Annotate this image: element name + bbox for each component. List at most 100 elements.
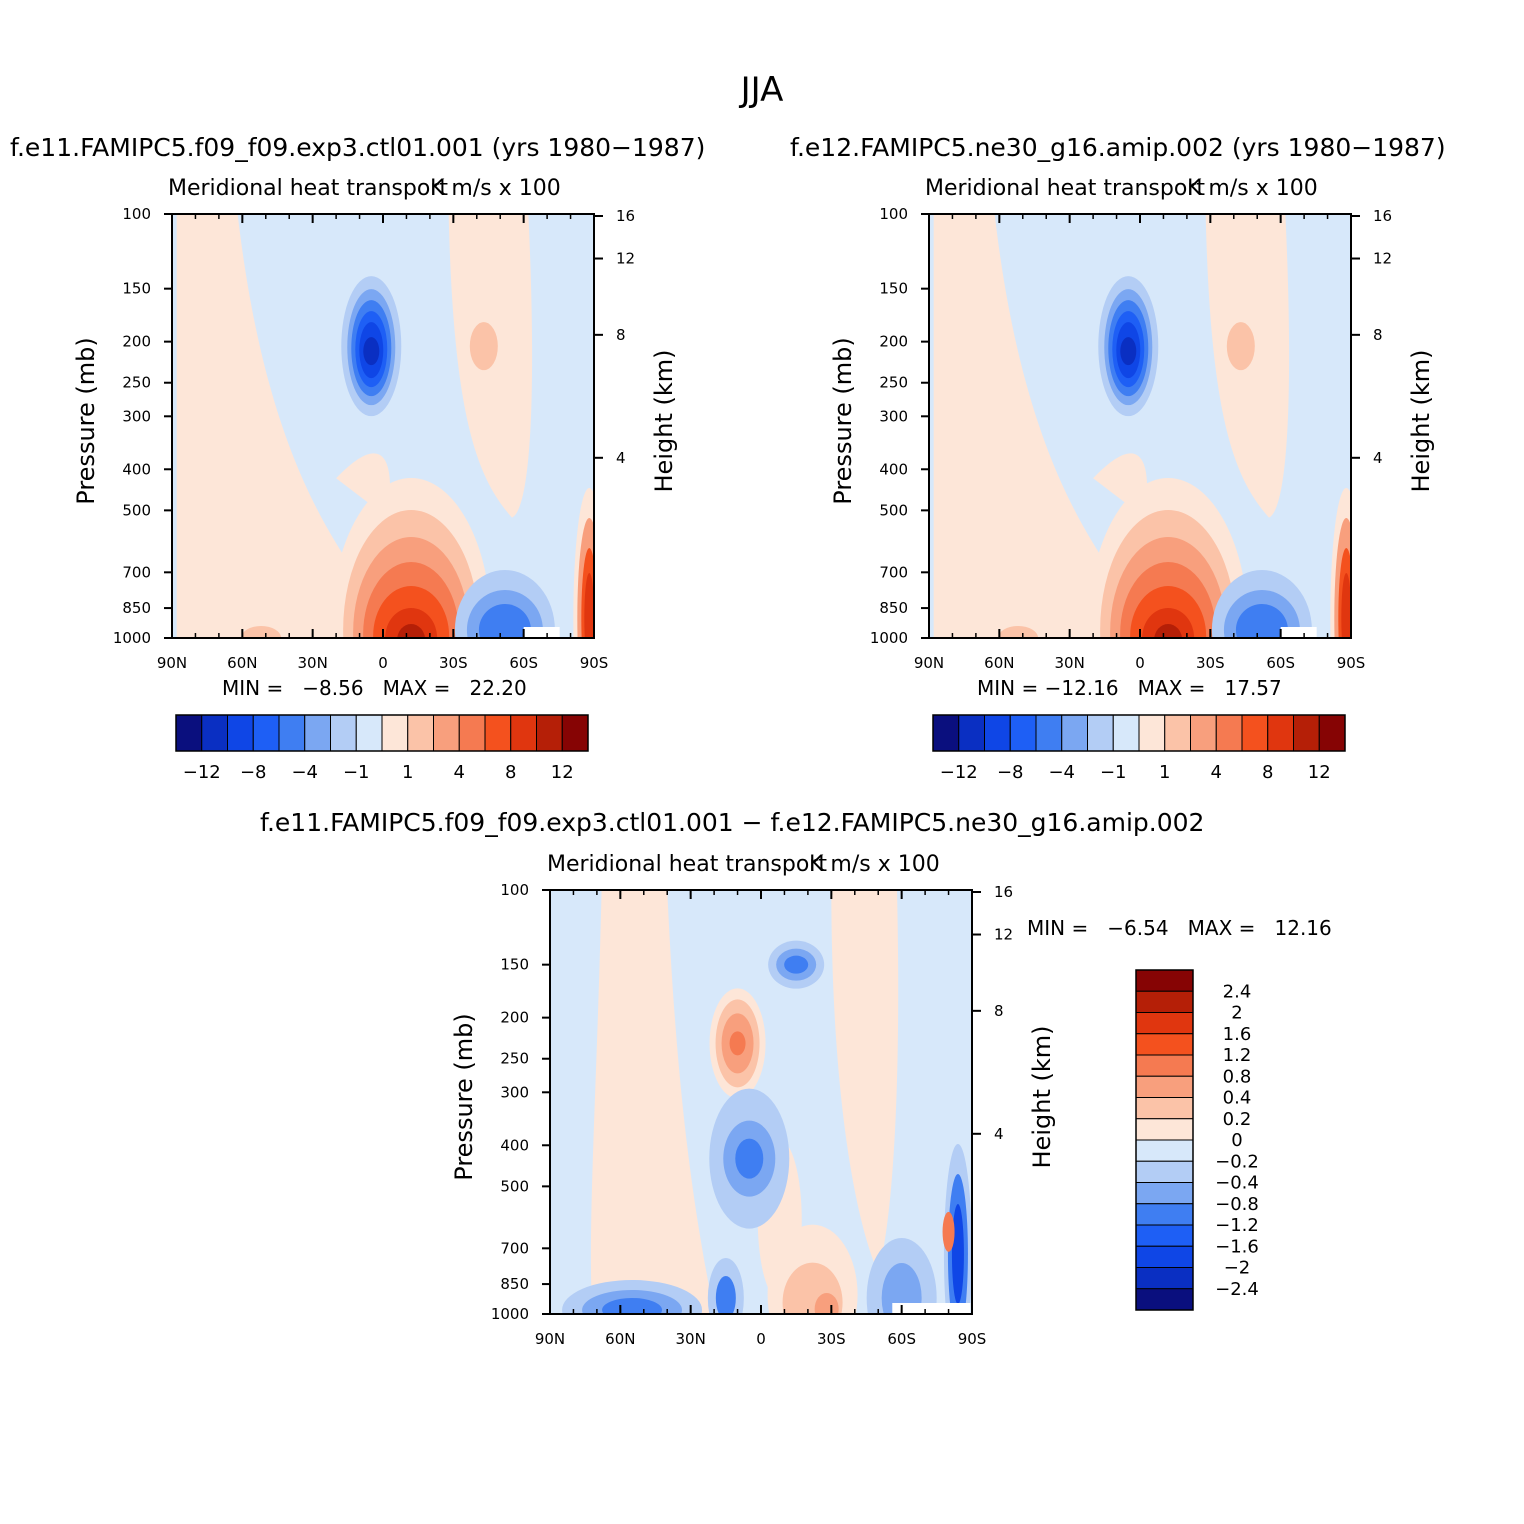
colorbar-diff-swatch (1135, 1267, 1194, 1290)
y-tick-label: 200 (879, 333, 908, 351)
y-tick-label: 700 (500, 1239, 529, 1257)
colorbar-swatch (510, 714, 537, 752)
y-tick-label: 1000 (870, 629, 908, 647)
x-tick-label: 60S (887, 1330, 916, 1348)
y2-tick-label: 12 (616, 250, 635, 268)
colorbar-diff-swatch (1135, 1012, 1194, 1035)
colorbar-frame (932, 714, 1346, 752)
y-tick-label: 1000 (491, 1305, 529, 1323)
colorbar-swatch (433, 714, 460, 752)
colorbar-label: −12 (183, 762, 221, 783)
field-region-polar (1341, 573, 1351, 638)
colorbar-diff-swatch (1135, 1118, 1194, 1141)
y2-tick-label: 12 (1373, 250, 1392, 268)
colorbar-diff-swatch (1135, 1139, 1194, 1162)
field-region-sh-neg (1235, 604, 1288, 638)
field-region-jet (1120, 337, 1137, 366)
y-tick-label: 400 (879, 460, 908, 478)
colorbar-swatch (1138, 714, 1166, 752)
x-tick-label: 60N (984, 654, 1014, 672)
y2-tick-label: 8 (1373, 326, 1383, 344)
y-tick-label: 100 (879, 205, 908, 223)
field-region-pos-sh (831, 890, 899, 1273)
colorbar-diff-frame (1135, 969, 1194, 1311)
colorbar-swatch (1190, 714, 1217, 752)
y-axis-label: Pressure (mb) (829, 337, 857, 504)
y-tick-label: 200 (500, 1009, 529, 1027)
colorbar-label: −8 (997, 762, 1024, 783)
panel-right-minmax: MIN = −12.16 MAX = 17.57 (977, 676, 1282, 700)
colorbar-diff-label: −0.2 (1215, 1151, 1259, 1172)
field-region-polar (584, 573, 594, 638)
colorbar-diff-label: −1.2 (1215, 1215, 1259, 1236)
colorbar-diff-label: 1.2 (1223, 1045, 1252, 1066)
colorbar-diff-label: 2 (1231, 1003, 1242, 1024)
field-region-jet (363, 337, 380, 366)
y-axis-label: Pressure (mb) (72, 337, 100, 504)
y-tick-label: 150 (122, 280, 151, 298)
field-region-neg-lower-nh (602, 1298, 663, 1314)
panel-diff-title: f.e11.FAMIPC5.f09_f09.exp3.ctl01.001 − f… (260, 808, 1205, 837)
colorbar-swatch (1241, 714, 1269, 752)
field-region-pos-nh (933, 214, 1140, 638)
colorbar-swatch (407, 714, 434, 752)
colorbar-diff-swatch (1135, 990, 1194, 1013)
field-region-pos-sh-core (469, 322, 498, 371)
y-tick-label: 500 (879, 501, 908, 519)
colorbar-diff-swatch (1135, 1203, 1194, 1226)
y2-axis-label: Height (km) (650, 350, 678, 493)
field-missing-data (892, 1303, 971, 1314)
y-axis-label: Pressure (mb) (450, 1013, 478, 1180)
y-tick-label: 250 (879, 374, 908, 392)
field-region-sh-neg (478, 604, 531, 638)
colorbar-swatch (458, 714, 486, 752)
colorbar-diff-label: 0.2 (1223, 1109, 1252, 1130)
colorbar-diff-label: 0 (1231, 1130, 1242, 1151)
field-region-plume (1142, 608, 1195, 638)
x-tick-label: 60S (1266, 654, 1295, 672)
field-region-pos-nh (590, 890, 715, 1314)
field-region-neg-lower-eq (715, 1276, 736, 1314)
x-tick-label: 0 (1135, 654, 1145, 672)
colorbar-swatch (355, 714, 383, 752)
colorbar-swatch (304, 714, 331, 752)
colorbar-label: 1 (402, 762, 413, 783)
colorbar-swatch (932, 714, 960, 752)
y2-tick-label: 16 (1373, 207, 1392, 225)
colorbar-diff-swatch (1135, 1182, 1194, 1205)
y-tick-label: 500 (122, 501, 151, 519)
panel-diff-units: K m/s x 100 (809, 852, 940, 877)
field-region-polar-pos (942, 1211, 955, 1252)
colorbar-swatch (1318, 714, 1346, 752)
y2-tick-label: 4 (1373, 449, 1383, 467)
field-region-neg-upper (784, 955, 809, 974)
panel-left-title: f.e11.FAMIPC5.f09_f09.exp3.ctl01.001 (yr… (10, 133, 706, 162)
x-tick-label: 90S (958, 1330, 987, 1348)
x-tick-label: 30N (676, 1330, 706, 1348)
colorbar-label: 12 (1308, 762, 1331, 783)
y2-axis-label: Height (km) (1028, 1026, 1056, 1169)
y-tick-label: 100 (500, 881, 529, 899)
colorbar-label: −4 (1048, 762, 1075, 783)
y-tick-label: 200 (122, 333, 151, 351)
y-tick-label: 300 (122, 407, 151, 425)
y-tick-label: 400 (500, 1136, 529, 1154)
colorbar-label: −12 (940, 762, 978, 783)
x-tick-label: 90N (157, 654, 187, 672)
x-tick-label: 30N (1055, 654, 1085, 672)
field-missing-data (523, 627, 560, 638)
y2-tick-label: 12 (994, 926, 1013, 944)
y2-axis-label: Height (km) (1407, 350, 1435, 493)
x-tick-label: 60N (605, 1330, 635, 1348)
colorbar-label: 8 (505, 762, 516, 783)
field-region-polar (951, 1204, 964, 1304)
y-tick-label: 700 (122, 563, 151, 581)
colorbar-label: −1 (1100, 762, 1127, 783)
colorbar-swatch (1112, 714, 1140, 752)
colorbar-label: −8 (240, 762, 267, 783)
y2-tick-label: 16 (994, 883, 1013, 901)
panel-left-subtitle: Meridional heat transport (168, 176, 448, 201)
colorbar-swatch (984, 714, 1011, 752)
colorbar-swatch (1035, 714, 1063, 752)
colorbar-diff-swatch (1135, 1075, 1194, 1098)
